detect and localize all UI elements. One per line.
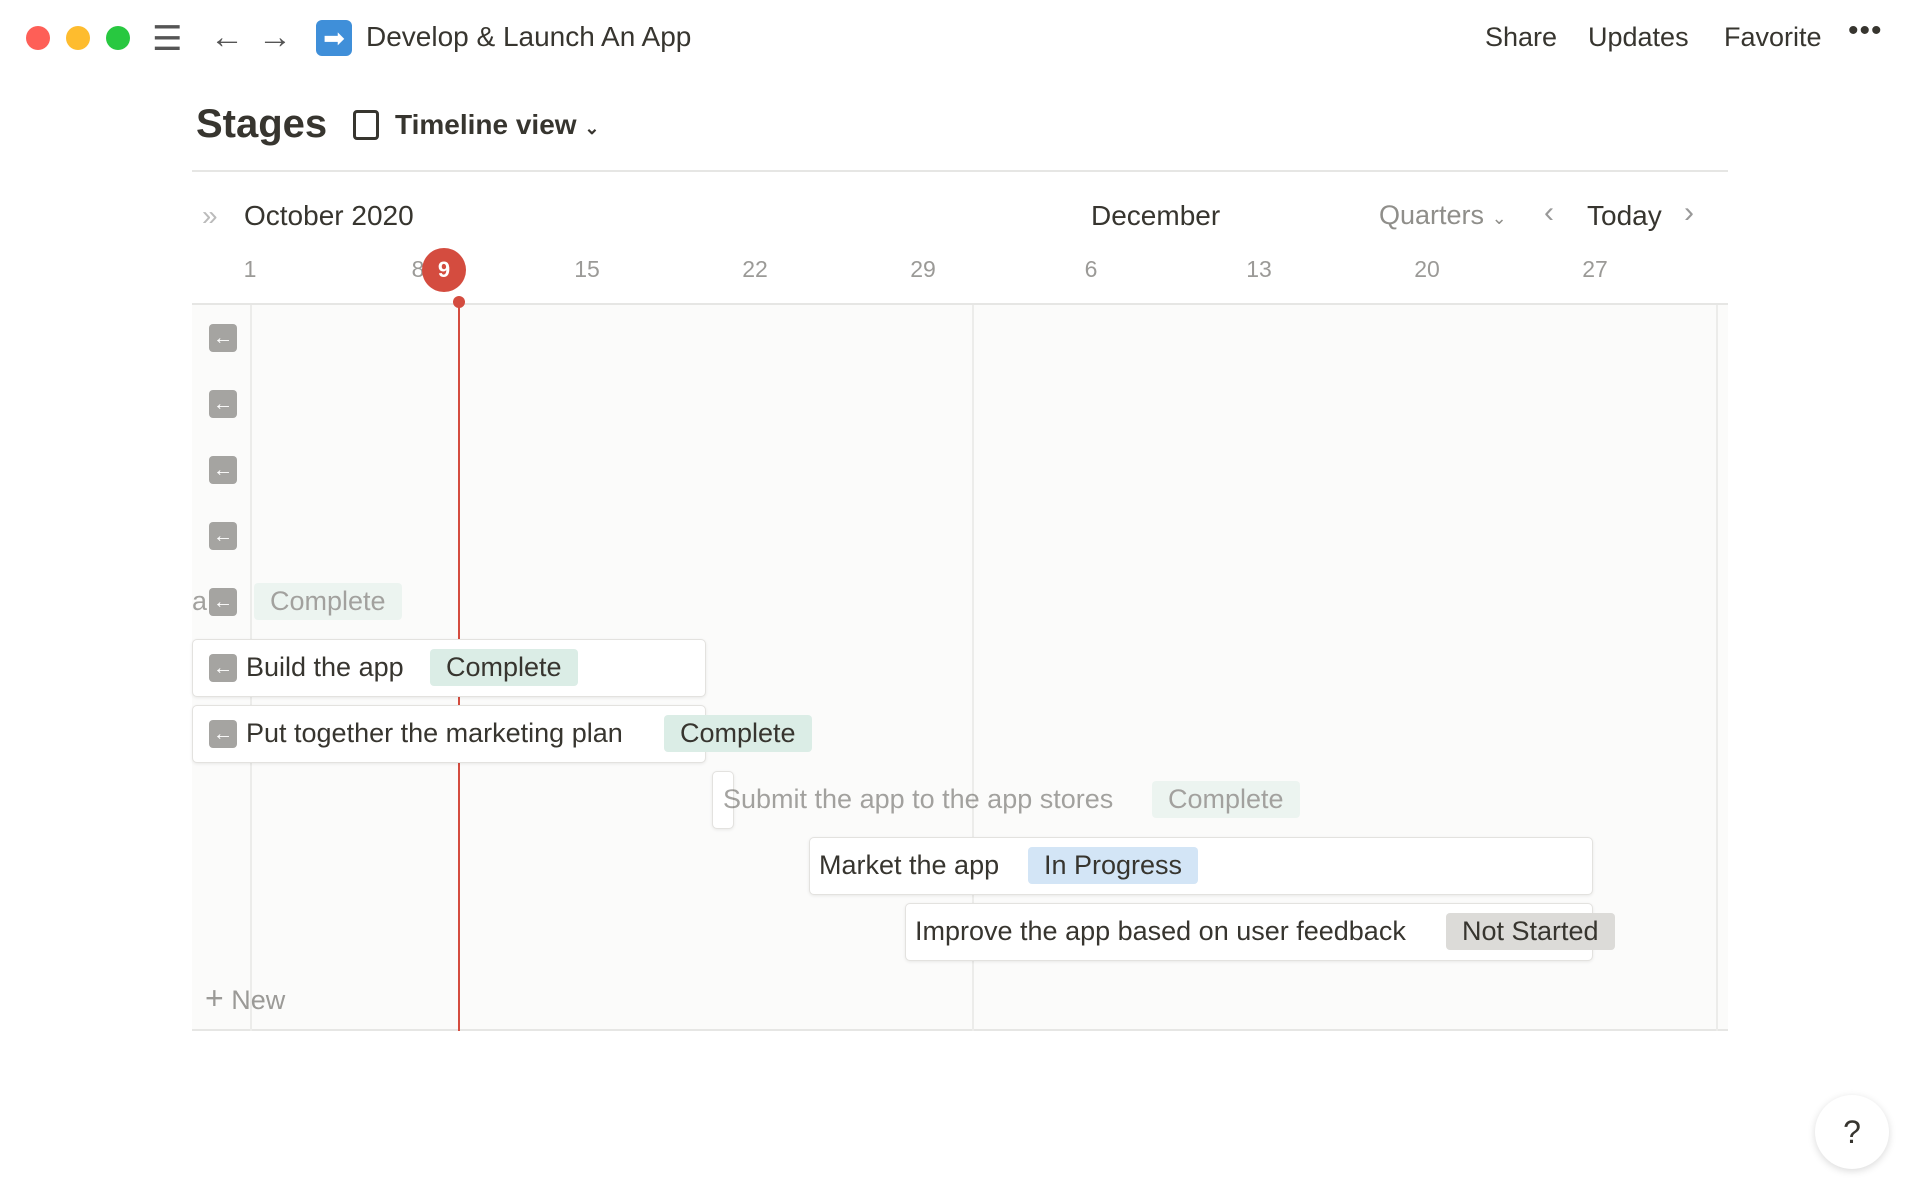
more-options-icon[interactable]: ••• — [1848, 14, 1883, 47]
favorite-button[interactable]: Favorite — [1724, 22, 1822, 52]
item-title: Build the app — [246, 652, 404, 682]
divider — [192, 170, 1728, 172]
status-badge: Not Started — [1446, 913, 1615, 950]
window-title: Develop & Launch An App — [366, 21, 692, 52]
item-title: Submit the app to the app stores — [723, 784, 1114, 814]
status-badge: In Progress — [1028, 847, 1199, 884]
month-label-right: December — [1091, 200, 1221, 231]
minimize-window-button[interactable] — [66, 26, 90, 50]
previous-button[interactable]: ‹ — [1544, 196, 1554, 229]
updates-button[interactable]: Updates — [1588, 22, 1689, 52]
status-badge: Complete — [254, 583, 402, 620]
close-window-button[interactable] — [26, 26, 50, 50]
scroll-to-item-button[interactable]: ← — [209, 720, 237, 748]
scroll-to-item-button[interactable]: ← — [209, 654, 237, 682]
day-label: 6 — [1084, 256, 1098, 282]
timeline-item-marketing-plan[interactable] — [192, 705, 706, 763]
day-label: 15 — [574, 256, 600, 282]
day-label: 20 — [1414, 256, 1440, 282]
view-label: Timeline view — [395, 109, 577, 140]
page-title: Stages — [196, 102, 328, 146]
item-title: Market the app — [819, 850, 1000, 880]
expand-sidebar-icon[interactable]: » — [202, 200, 218, 231]
item-title: Improve the app based on user feedback — [915, 916, 1406, 946]
today-button[interactable]: Today — [1587, 200, 1662, 231]
timeline-item-market-the-app[interactable] — [809, 837, 1593, 895]
day-label: 22 — [742, 256, 768, 282]
header-divider — [192, 303, 1728, 305]
chevron-down-icon: ⌄ — [584, 118, 600, 138]
help-button[interactable]: ? — [1815, 1095, 1889, 1169]
grid-line — [972, 305, 974, 1031]
day-label: 1 — [243, 256, 257, 282]
day-label: 13 — [1246, 256, 1272, 282]
view-selector[interactable]: Timeline view ⌄ — [395, 109, 599, 141]
share-button[interactable]: Share — [1485, 22, 1558, 52]
grid-line — [1716, 305, 1718, 1031]
chevron-down-icon: ⌄ — [1491, 208, 1507, 228]
maximize-window-button[interactable] — [106, 26, 130, 50]
menu-icon[interactable]: ☰ — [152, 20, 183, 58]
arrow-right-emoji-icon: ➡ — [316, 20, 352, 56]
next-button[interactable]: › — [1684, 196, 1694, 229]
new-label: New — [231, 985, 286, 1015]
scroll-to-item-button[interactable]: ← — [209, 588, 237, 616]
scroll-to-item-button[interactable]: ← — [209, 390, 237, 418]
back-arrow-icon[interactable]: ← — [210, 18, 244, 56]
item-title-fragment[interactable]: a — [192, 586, 208, 616]
day-label: 8 — [411, 256, 425, 282]
item-title: Put together the marketing plan — [246, 718, 623, 748]
today-badge: 9 — [422, 248, 466, 292]
status-badge: Complete — [664, 715, 812, 752]
plus-icon: + — [205, 980, 224, 1016]
timeline-item-submit[interactable] — [712, 771, 734, 829]
status-badge: Complete — [430, 649, 578, 686]
list-document-icon — [353, 110, 379, 140]
new-item-button[interactable]: + New — [205, 980, 285, 1017]
day-label: 27 — [1582, 256, 1608, 282]
scroll-to-item-button[interactable]: ← — [209, 324, 237, 352]
month-label-left: October 2020 — [244, 200, 414, 231]
status-badge: Complete — [1152, 781, 1300, 818]
forward-arrow-icon[interactable]: → — [258, 18, 292, 56]
today-marker — [453, 296, 465, 308]
day-label: 29 — [910, 256, 936, 282]
scroll-to-item-button[interactable]: ← — [209, 522, 237, 550]
scale-dropdown[interactable]: Quarters ⌄ — [1379, 200, 1507, 231]
scale-label: Quarters — [1379, 200, 1485, 230]
scroll-to-item-button[interactable]: ← — [209, 456, 237, 484]
